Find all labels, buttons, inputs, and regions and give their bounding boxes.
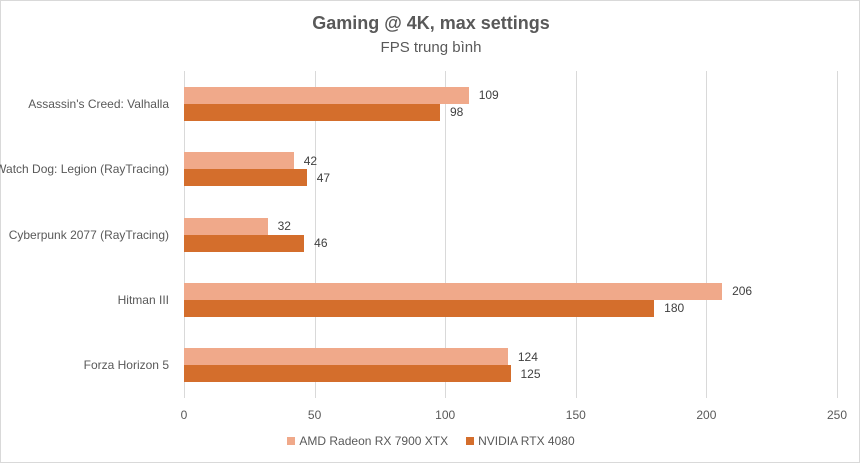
bar — [184, 234, 305, 252]
legend: AMD Radeon RX 7900 XTX NVIDIA RTX 4080 — [1, 434, 860, 448]
bar — [184, 169, 307, 187]
chart-subtitle: FPS trung bình — [380, 39, 482, 56]
x-tick-label: 200 — [696, 408, 717, 422]
data-label: 47 — [316, 170, 331, 185]
gridline — [314, 71, 316, 398]
data-label: 42 — [303, 153, 318, 168]
bar — [184, 86, 469, 104]
chart-title: Gaming @ 4K, max settings — [312, 13, 550, 33]
category-label: Watch Dog: Legion (RayTracing) — [0, 162, 169, 177]
bar — [184, 299, 655, 317]
category-label: Forza Horizon 5 — [83, 358, 169, 373]
legend-swatch-icon — [466, 437, 475, 445]
legend-item: AMD Radeon RX 7900 XTX — [287, 434, 448, 448]
category-label: Assassin's Creed: Valhalla — [28, 96, 169, 111]
legend-swatch-icon — [287, 437, 296, 445]
data-label: 46 — [314, 236, 328, 250]
x-tick-label: 0 — [180, 408, 188, 422]
x-tick-label: 150 — [565, 408, 586, 422]
data-label: 109 — [478, 88, 499, 103]
bar — [184, 365, 511, 383]
x-tick-label: 50 — [307, 408, 322, 422]
gridline — [445, 71, 447, 398]
legend-label: AMD Radeon RX 7900 XTX — [299, 434, 449, 448]
data-label: 124 — [517, 349, 538, 364]
data-label: 206 — [732, 284, 753, 299]
bar — [184, 103, 440, 121]
legend-item: NVIDIA RTX 4080 — [466, 434, 575, 448]
bar — [184, 152, 294, 170]
category-label: Cyberpunk 2077 (RayTracing) — [8, 227, 169, 242]
data-label: 125 — [520, 366, 541, 381]
legend-label: NVIDIA RTX 4080 — [478, 434, 575, 448]
bar — [184, 217, 268, 235]
category-label: Hitman III — [117, 292, 169, 307]
data-label: 98 — [449, 105, 464, 120]
data-label: 32 — [277, 219, 291, 233]
gridline — [706, 71, 708, 398]
gridline — [575, 71, 577, 398]
gridline — [837, 71, 838, 398]
bar — [184, 348, 508, 366]
data-label: 180 — [664, 301, 685, 316]
x-tick-label: 100 — [435, 408, 456, 422]
bar — [184, 282, 723, 300]
x-tick-label: 250 — [826, 408, 848, 422]
plot-area: 109 98 42 47 32 46 206 180 124 125 — [184, 71, 838, 398]
